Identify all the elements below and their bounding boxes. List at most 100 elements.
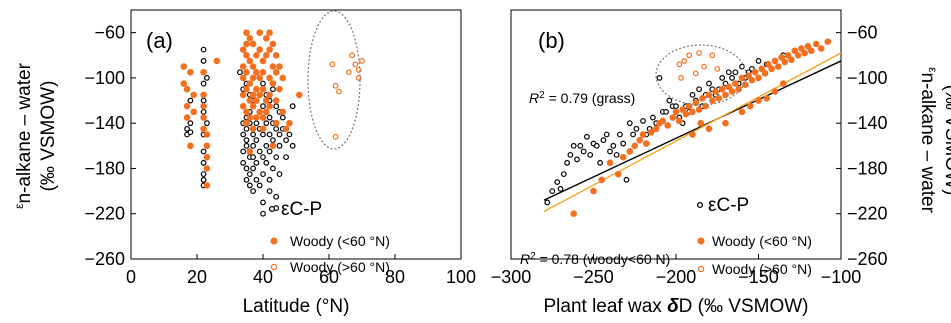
data-point-series-1 [262, 34, 270, 42]
data-point-series-0 [276, 131, 283, 138]
data-point-series-1 [738, 108, 746, 116]
data-point-series-1 [239, 91, 247, 99]
panel-a-label: (a) [146, 28, 173, 53]
data-point-series-0 [273, 125, 280, 132]
panel-b-y-axis-main: n-alkane – water [917, 72, 938, 213]
data-point-series-1 [738, 74, 746, 82]
data-point-series-1 [751, 68, 759, 76]
x-tick-label: 80 [385, 267, 405, 287]
data-point-series-1 [266, 91, 273, 99]
data-point-series-1 [771, 88, 779, 95]
data-point-series-0 [289, 142, 296, 149]
data-point-series-1 [631, 142, 639, 150]
data-point-series-0 [597, 159, 603, 166]
data-point-series-1 [679, 106, 686, 113]
data-point-series-0 [696, 86, 702, 93]
data-point-series-0 [260, 210, 266, 217]
data-point-series-0 [732, 69, 739, 76]
x-tick-label: −300 [491, 267, 532, 287]
panel-b-r2-woody-prefix: R [520, 251, 530, 267]
data-point-series-1 [243, 119, 250, 127]
data-point-series-1 [246, 80, 254, 87]
data-point-series-2 [696, 50, 702, 56]
data-point-series-0 [200, 108, 207, 115]
data-point-series-0 [260, 199, 266, 206]
data-point-series-0 [273, 103, 280, 110]
data-point-series-1 [269, 80, 277, 87]
data-point-series-0 [289, 103, 296, 110]
data-point-series-0 [236, 69, 243, 76]
data-point-series-2 [709, 52, 716, 59]
data-point-series-0 [283, 137, 290, 144]
data-point-series-0 [203, 120, 210, 127]
panel-b-y-axis-prefix: ε [926, 67, 940, 73]
data-point-series-1 [180, 80, 188, 87]
data-point-series-0 [729, 75, 735, 81]
data-point-series-2 [359, 58, 365, 64]
data-point-series-0 [725, 69, 732, 76]
data-point-series-0 [663, 108, 669, 115]
panel-a-y-axis-unit: (‰ VSMOW) [38, 81, 59, 192]
data-point-series-0 [263, 159, 270, 166]
data-point-series-0 [574, 156, 580, 163]
data-point-series-0 [584, 133, 590, 140]
data-point-series-1 [718, 85, 726, 93]
data-point-series-1 [705, 125, 713, 133]
data-point-series-0 [567, 151, 574, 158]
data-point-series-0 [626, 120, 633, 127]
data-point-series-1 [246, 114, 254, 121]
data-point-series-1 [243, 68, 250, 76]
data-point-series-0 [260, 154, 266, 161]
data-point-series-0 [243, 176, 250, 183]
data-point-series-1 [755, 74, 762, 82]
data-point-series-1 [187, 142, 194, 150]
data-point-series-1 [200, 114, 207, 121]
data-point-series-1 [203, 165, 211, 172]
y-tick-label: −140 [84, 113, 125, 133]
data-point-series-1 [295, 91, 303, 99]
data-point-series-0 [184, 125, 191, 132]
data-point-series-0 [253, 120, 260, 127]
data-point-series-1 [256, 108, 264, 116]
panel-a-y-axis-prefix: ε [12, 203, 26, 209]
data-point-series-0 [617, 131, 623, 138]
data-point-series-0 [755, 58, 762, 64]
data-point-series-1 [570, 210, 577, 218]
data-point-series-1 [722, 119, 729, 127]
y-tick-label: −220 [847, 204, 888, 224]
data-point-series-1 [249, 74, 257, 82]
panel-a-legend-woody-high: Woody (>60 °N) [290, 259, 390, 275]
panel-b-r2-grass: R2 = 0.79 (grass) [529, 90, 635, 107]
data-point-series-1 [788, 56, 795, 64]
data-point-series-0 [666, 97, 673, 104]
y-tick-label: −180 [84, 158, 125, 178]
data-point-series-1 [249, 125, 257, 133]
panel-b-x-axis-symbol: δ [667, 296, 679, 317]
data-point-series-0 [554, 179, 561, 185]
data-point-series-0 [610, 142, 617, 149]
panel-b-x-axis-main: Plant leaf wax [543, 296, 667, 317]
data-point-series-0 [243, 142, 250, 149]
data-point-series-1 [606, 159, 614, 167]
data-point-series-1 [614, 170, 622, 178]
panel-b-x-axis-title: Plant leaf wax δD (‰ VSMOW) [543, 296, 808, 317]
panel-a-legend-marker-ecp [268, 205, 276, 213]
data-point-series-2 [352, 61, 359, 68]
data-point-series-1 [256, 74, 264, 82]
data-point-series-1 [647, 128, 655, 136]
data-point-series-1 [804, 42, 812, 50]
data-point-series-1 [213, 57, 221, 65]
data-point-series-0 [266, 176, 273, 183]
panel-b-x-axis-rest: D (‰ VSMOW) [679, 296, 809, 317]
data-point-series-0 [243, 125, 250, 132]
panel-b-r2-grass-text: = 0.79 (grass) [545, 90, 636, 106]
data-point-series-0 [187, 129, 194, 136]
panel-a-legend: εC-P Woody (<60 °N) Woody (>60 °N) [268, 199, 390, 275]
data-point-series-1 [259, 85, 267, 93]
data-point-series-0 [253, 176, 260, 183]
data-point-series-1 [200, 125, 207, 133]
data-point-series-1 [259, 114, 267, 121]
panel-b-x-ticks: −300 −250 −200 −150 −100 [491, 254, 861, 287]
data-point-series-0 [560, 171, 567, 178]
